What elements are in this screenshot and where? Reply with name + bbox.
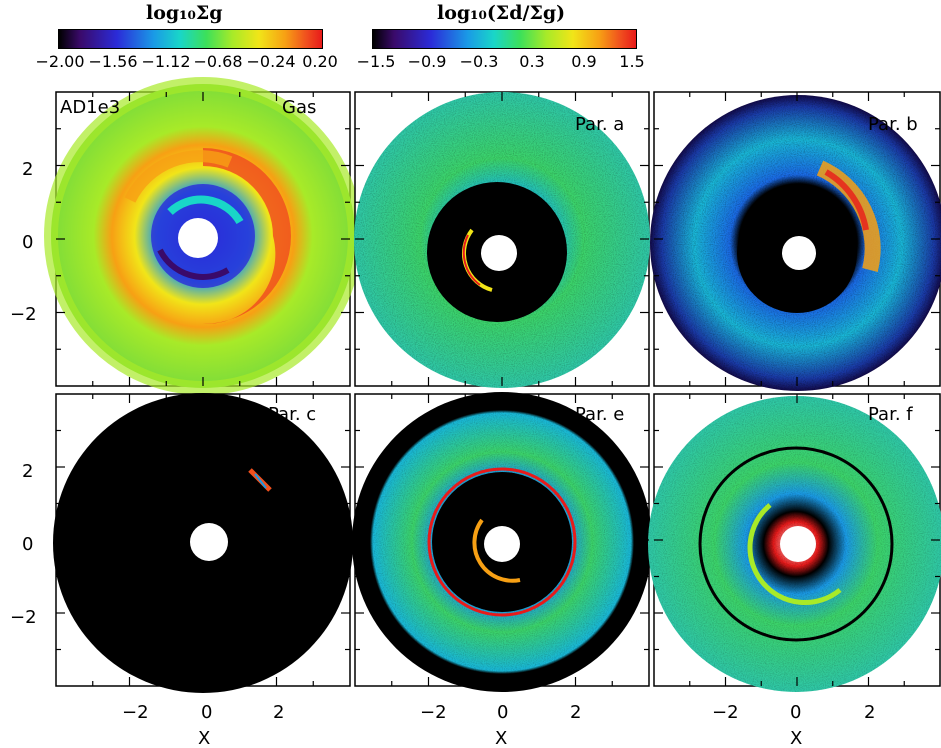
colorbar-dust-title: log₁₀(Σd/Σg) (437, 2, 566, 24)
colorbar-gas (58, 29, 323, 49)
panel-gas (44, 77, 362, 395)
colorbar-dust-tick: −1.5 (356, 52, 396, 71)
y-tick-label: 2 (22, 159, 33, 180)
panel-label: Par. a (575, 114, 624, 135)
x-tick-label: 2 (273, 702, 284, 723)
y-tick-label: −2 (10, 607, 37, 628)
colorbar-gas-tick: −0.24 (246, 52, 296, 71)
inner-hole (780, 526, 816, 562)
x-tick-label: 0 (201, 702, 212, 723)
panel-par-a (354, 91, 650, 388)
colorbar-dust (372, 29, 637, 49)
y-tick-label: 0 (22, 232, 33, 253)
y-tick-label: −2 (10, 304, 37, 325)
panel-par-b (650, 91, 941, 391)
panel-label-gas: Gas (282, 97, 316, 118)
y-tick-label: 0 (22, 534, 33, 555)
x-tick-label: −2 (712, 702, 739, 723)
colorbar-gas-tick: −2.00 (35, 52, 85, 71)
x-tick-label: 2 (570, 702, 581, 723)
x-axis-label: X (790, 728, 802, 748)
panel-par-f (648, 393, 941, 692)
colorbar-dust-tick: 1.5 (619, 52, 645, 71)
colorbar-dust-tick: 0.9 (571, 52, 597, 71)
inner-hole (178, 218, 218, 258)
panel-par-e (352, 392, 652, 692)
panel-label: Par. c (268, 404, 316, 425)
colorbar-dust-tick: −0.9 (407, 52, 447, 71)
colorbar-gas-tick: −0.68 (193, 52, 243, 71)
x-tick-label: −2 (420, 702, 447, 723)
x-tick-label: −2 (122, 702, 149, 723)
panel-par-c (53, 393, 353, 693)
x-axis-label: X (495, 728, 507, 748)
inner-hole (481, 235, 517, 271)
inner-hole (782, 236, 816, 270)
colorbar-gas-title: log₁₀Σg (146, 2, 223, 24)
panel-label: Par. e (575, 404, 624, 425)
x-tick-label: 0 (790, 702, 801, 723)
colorbar-dust-tick: 0.3 (519, 52, 545, 71)
colorbar-gas-tick: −1.56 (88, 52, 138, 71)
x-tick-label: 0 (497, 702, 508, 723)
x-axis-label: X (198, 728, 210, 748)
inner-hole (190, 523, 228, 561)
inner-hole (484, 526, 520, 562)
x-tick-label: 2 (864, 702, 875, 723)
panel-label: Par. b (868, 114, 918, 135)
colorbar-dust-tick: −0.3 (459, 52, 499, 71)
panel-label-model: AD1e3 (60, 97, 120, 118)
gas-spiral (203, 148, 291, 325)
panel-label: Par. f (868, 404, 913, 425)
y-tick-label: 2 (22, 461, 33, 482)
colorbar-gas-tick: 0.20 (302, 52, 338, 71)
colorbar-gas-tick: −1.12 (141, 52, 191, 71)
